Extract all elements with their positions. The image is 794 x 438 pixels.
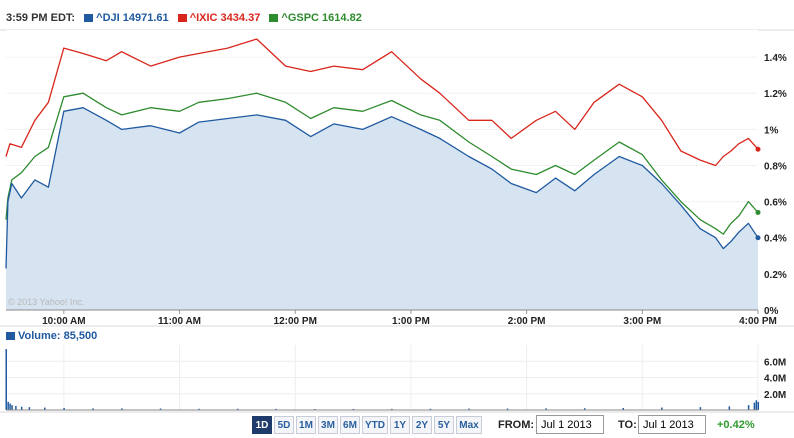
x-tick-label: 1:00 PM: [392, 316, 430, 327]
volume-bar: [9, 403, 11, 410]
volume-bar: [314, 408, 316, 410]
range-button-max[interactable]: Max: [456, 416, 482, 434]
change-percent: +0.42%: [717, 419, 755, 431]
series-line-dji: [5, 107, 759, 269]
y-tick-label: 0.8%: [764, 161, 787, 172]
volume-label: Volume: 85,500: [6, 330, 97, 342]
from-date-input[interactable]: [536, 415, 604, 434]
to-label: TO:: [618, 419, 637, 431]
volume-y-tick-label: 4.0M: [764, 374, 786, 385]
y-tick-label: 0.6%: [764, 198, 787, 209]
legend-swatch-ixic: [177, 14, 187, 23]
volume-bar: [28, 407, 31, 410]
legend-label-dji: ^DJI 14971.61: [96, 12, 169, 25]
y-tick-label: 0%: [764, 306, 779, 317]
volume-bar: [20, 406, 23, 410]
y-tick-label: 0.2%: [764, 270, 787, 281]
volume-bar: [63, 407, 65, 410]
series-line-ixic: [5, 38, 759, 167]
volume-bar: [11, 405, 13, 410]
range-button-1d[interactable]: 1D: [252, 416, 272, 434]
range-button-5y[interactable]: 5Y: [434, 416, 454, 434]
series-line-gspc: [5, 92, 759, 235]
legend-time: 3:59 PM EDT:: [6, 12, 76, 25]
watermark: © 2013 Yahoo! Inc.: [8, 297, 84, 307]
legend: 3:59 PM EDT: ^DJI 14971.61 ^IXIC 3434.37…: [6, 12, 362, 28]
volume-bar: [275, 408, 277, 410]
range-button-1y[interactable]: 1Y: [390, 416, 410, 434]
volume-bar: [661, 407, 663, 410]
volume-bar: [236, 408, 239, 410]
x-tick-label: 3:00 PM: [623, 316, 661, 327]
range-button-6m[interactable]: 6M: [340, 416, 360, 434]
x-tick-label: 12:00 PM: [274, 316, 317, 327]
volume-bar: [753, 402, 756, 410]
volume-bar: [583, 408, 586, 410]
volume-bar: [757, 401, 759, 410]
y-tick-label: 1%: [764, 125, 779, 136]
volume-bar: [699, 407, 702, 410]
to-date-input[interactable]: [638, 415, 706, 434]
volume-bar: [391, 408, 393, 410]
volume-swatch: [6, 332, 15, 341]
volume-bar: [5, 349, 7, 410]
series-area-dji: [6, 107, 758, 310]
volume-bar: [7, 401, 9, 410]
volume-bar: [159, 408, 162, 410]
legend-swatch-dji: [84, 14, 94, 23]
volume-bar: [15, 405, 17, 410]
legend-label-ixic: ^IXIC 3434.37: [189, 12, 261, 25]
volume-bar: [622, 407, 625, 410]
legend-swatch-gspc: [269, 14, 279, 23]
volume-bar: [44, 407, 46, 410]
x-tick-label: 2:00 PM: [508, 316, 546, 327]
volume-bar: [747, 405, 750, 410]
volume-bar: [198, 408, 200, 410]
y-tick-label: 1.4%: [764, 53, 787, 64]
from-label: FROM:: [498, 419, 535, 431]
volume-y-tick-label: 6.0M: [764, 357, 786, 368]
range-button-3m[interactable]: 3M: [318, 416, 338, 434]
range-button-1m[interactable]: 1M: [296, 416, 316, 434]
volume-bar: [121, 408, 123, 410]
range-button-5d[interactable]: 5D: [274, 416, 294, 434]
volume-bar: [468, 408, 470, 410]
volume-bar: [352, 408, 355, 410]
x-tick-label: 10:00 AM: [42, 316, 86, 327]
range-button-2y[interactable]: 2Y: [412, 416, 432, 434]
volume-bar: [92, 408, 94, 410]
series-end-dot-gspc: [755, 209, 761, 215]
range-button-ytd[interactable]: YTD: [362, 416, 388, 434]
y-tick-label: 1.2%: [764, 89, 787, 100]
volume-bar: [545, 408, 547, 410]
volume-bar: [755, 400, 758, 410]
x-tick-label: 11:00 AM: [158, 316, 201, 327]
volume-y-tick-label: 2.0M: [764, 390, 786, 401]
volume-text: Volume: 85,500: [18, 330, 98, 342]
x-tick-label: 4:00 PM: [739, 316, 777, 327]
volume-bar: [506, 408, 509, 410]
series-end-dot-dji: [755, 235, 761, 241]
y-tick-label: 0.4%: [764, 234, 787, 245]
volume-bar: [728, 406, 731, 410]
series-end-dot-ixic: [755, 146, 761, 152]
volume-bar: [429, 408, 432, 410]
legend-label-gspc: ^GSPC 1614.82: [281, 12, 362, 25]
